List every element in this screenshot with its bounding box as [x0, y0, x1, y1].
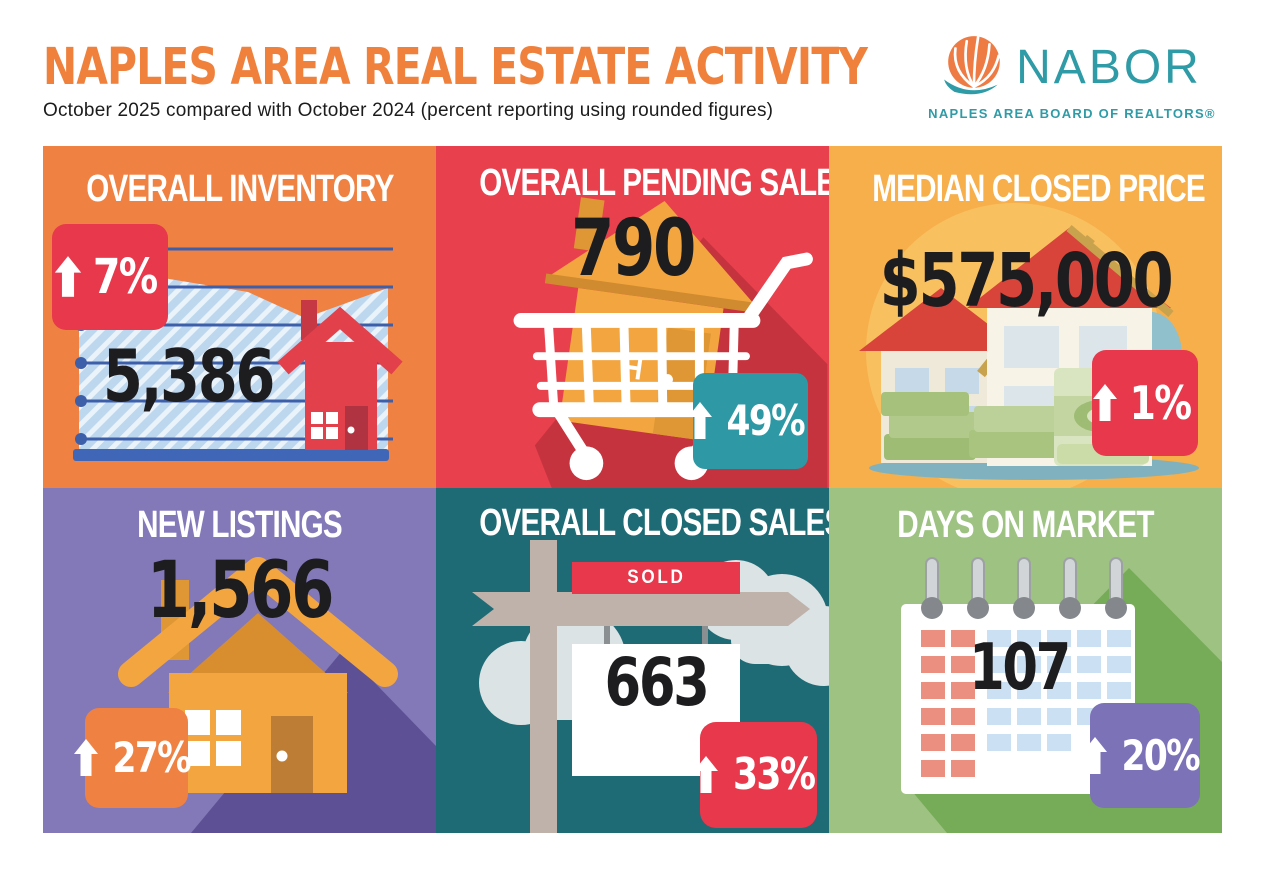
change-badge: 1% — [1092, 350, 1198, 456]
tile-value: 1,566 — [146, 546, 335, 636]
tile-overall-pending-sales: OVERALL PENDING SALES 790 49% — [436, 146, 829, 488]
change-badge: 20% — [1090, 703, 1200, 808]
change-percent: 27% — [112, 733, 192, 782]
tile-title: OVERALL CLOSED SALES — [479, 502, 829, 544]
tile-overall-inventory: OVERALL INVENTORY 5,386 7% — [43, 146, 436, 488]
tile-days-on-market: DAYS ON MARKET 107 20% — [829, 488, 1222, 833]
change-badge: 33% — [700, 722, 817, 828]
metric-grid: OVERALL INVENTORY 5,386 7% — [43, 146, 1222, 833]
tile-title: MEDIAN CLOSED PRICE — [872, 168, 1205, 210]
tile-new-listings: NEW LISTINGS 1,566 27% — [43, 488, 436, 833]
tile-value: 790 — [570, 204, 696, 294]
change-percent: 7% — [93, 249, 158, 305]
change-badge: 27% — [85, 708, 192, 808]
house-icon — [118, 557, 436, 833]
up-arrow-icon — [694, 756, 718, 794]
up-arrow-icon — [74, 739, 98, 777]
tile-title: OVERALL INVENTORY — [86, 168, 394, 210]
tile-overall-closed-sales: OVERALL CLOSED SALES SOLD 663 33% — [436, 488, 829, 833]
change-badge: 7% — [52, 224, 168, 330]
change-percent: 33% — [732, 749, 816, 800]
page-subtitle: October 2025 compared with October 2024 … — [43, 100, 774, 121]
tile-value: 5,386 — [102, 334, 276, 418]
nabor-shell-icon — [942, 34, 1008, 101]
up-arrow-icon — [1083, 737, 1107, 775]
nabor-wordmark: NABOR — [1016, 40, 1202, 94]
sold-banner: SOLD — [572, 562, 740, 594]
nabor-tagline: NAPLES AREA BOARD OF REALTORS® — [928, 106, 1216, 121]
up-arrow-icon — [1093, 384, 1117, 422]
change-percent: 20% — [1121, 730, 1200, 780]
change-percent: 1% — [1129, 376, 1192, 430]
tile-median-closed-price: MEDIAN CLOSED PRICE $575,000 1% — [829, 146, 1222, 488]
page-title: NAPLES AREA REAL ESTATE ACTIVITY — [43, 38, 868, 97]
sold-sign-icon — [472, 540, 829, 833]
tile-value: 107 — [969, 631, 1071, 705]
up-arrow-icon — [688, 402, 712, 440]
up-arrow-icon — [55, 256, 81, 298]
tile-value: $575,000 — [879, 238, 1174, 324]
nabor-logo: NABOR NAPLES AREA BOARD OF REALTORS® — [922, 34, 1222, 121]
sold-banner-label: SOLD — [626, 567, 686, 588]
change-percent: 49% — [726, 396, 806, 445]
tile-value: 663 — [604, 644, 709, 721]
change-badge: 49% — [693, 373, 808, 469]
tile-title: NEW LISTINGS — [137, 504, 342, 546]
tile-title: OVERALL PENDING SALES — [479, 162, 829, 204]
tile-title: DAYS ON MARKET — [897, 504, 1154, 546]
